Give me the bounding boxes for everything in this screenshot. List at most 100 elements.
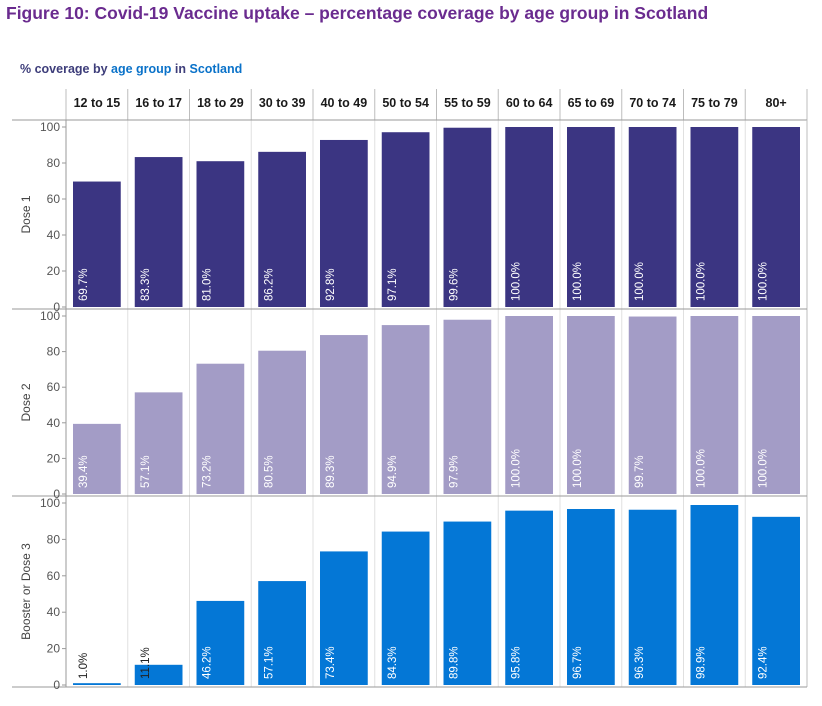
category-header-70-to-74: 70 to 74 bbox=[629, 96, 676, 110]
data-label-dose-1-70-to-74: 100.0% bbox=[634, 262, 646, 301]
data-label-booster-or-dose-3-12-to-15: 1.0% bbox=[78, 653, 90, 679]
y-tick-label: 100 bbox=[40, 309, 60, 323]
y-tick-label: 0 bbox=[53, 678, 60, 692]
bar-dose-1-18-to-29 bbox=[196, 161, 245, 307]
category-header-40-to-49: 40 to 49 bbox=[321, 96, 368, 110]
data-label-booster-or-dose-3-75-to-79: 98.9% bbox=[696, 646, 708, 679]
data-label-dose-1-80: 100.0% bbox=[757, 262, 769, 301]
bar-dose-1-80 bbox=[752, 127, 800, 307]
series-label-booster-or-dose-3: Booster or Dose 3 bbox=[19, 543, 33, 640]
subtitle-prefix: % coverage by bbox=[20, 62, 112, 76]
data-label-booster-or-dose-3-70-to-74: 96.3% bbox=[634, 646, 646, 679]
data-label-dose-2-50-to-54: 94.9% bbox=[387, 455, 399, 488]
data-label-booster-or-dose-3-30-to-39: 57.1% bbox=[263, 646, 275, 679]
subtitle-age-group: age group bbox=[111, 62, 172, 76]
data-label-dose-2-12-to-15: 39.4% bbox=[78, 455, 90, 488]
bar-dose-1-55-to-59 bbox=[443, 127, 492, 307]
data-label-booster-or-dose-3-16-to-17: 11.1% bbox=[140, 647, 152, 679]
bar-dose-1-30-to-39 bbox=[258, 151, 306, 307]
bar-dose-2-80 bbox=[752, 316, 800, 494]
data-label-dose-1-75-to-79: 100.0% bbox=[696, 262, 708, 301]
data-label-dose-2-40-to-49: 89.3% bbox=[325, 455, 337, 488]
bar-booster-or-dose-3-70-to-74 bbox=[628, 509, 677, 685]
data-label-dose-1-40-to-49: 92.8% bbox=[325, 268, 337, 301]
y-tick-label: 0 bbox=[53, 300, 60, 314]
chart-subtitle: % coverage by age group in Scotland bbox=[20, 62, 242, 76]
y-tick-label: 20 bbox=[47, 264, 61, 278]
bar-dose-1-50-to-54 bbox=[381, 132, 430, 307]
category-header-16-to-17: 16 to 17 bbox=[135, 96, 182, 110]
bar-dose-2-16-to-17 bbox=[134, 392, 183, 494]
bar-dose-1-60-to-64 bbox=[505, 127, 553, 307]
category-header-50-to-54: 50 to 54 bbox=[382, 96, 429, 110]
bar-booster-or-dose-3-18-to-29 bbox=[196, 600, 245, 685]
data-label-booster-or-dose-3-60-to-64: 95.8% bbox=[510, 646, 522, 679]
bar-booster-or-dose-3-40-to-49 bbox=[320, 551, 368, 685]
series-label-dose-1: Dose 1 bbox=[19, 195, 33, 233]
y-tick-label: 40 bbox=[47, 228, 61, 242]
bar-dose-2-30-to-39 bbox=[258, 350, 306, 494]
bar-booster-or-dose-3-65-to-69 bbox=[567, 509, 615, 685]
data-label-dose-1-50-to-54: 97.1% bbox=[387, 268, 399, 301]
y-tick-label: 60 bbox=[47, 192, 61, 206]
bar-dose-2-40-to-49 bbox=[320, 335, 368, 494]
y-tick-label: 0 bbox=[53, 487, 60, 501]
bar-booster-or-dose-3-50-to-54 bbox=[381, 531, 430, 685]
data-label-dose-2-30-to-39: 80.5% bbox=[263, 455, 275, 488]
data-label-dose-1-18-to-29: 81.0% bbox=[202, 268, 214, 301]
data-label-booster-or-dose-3-55-to-59: 89.8% bbox=[449, 646, 461, 679]
data-label-dose-1-12-to-15: 69.7% bbox=[78, 268, 90, 301]
category-header-60-to-64: 60 to 64 bbox=[506, 96, 553, 110]
bar-dose-1-70-to-74 bbox=[628, 127, 677, 307]
bar-booster-or-dose-3-16-to-17 bbox=[134, 664, 183, 685]
data-label-booster-or-dose-3-65-to-69: 96.7% bbox=[572, 646, 584, 679]
bar-dose-1-40-to-49 bbox=[320, 139, 368, 307]
y-tick-label: 40 bbox=[47, 605, 61, 619]
bar-dose-2-18-to-29 bbox=[196, 363, 245, 494]
data-label-dose-2-16-to-17: 57.1% bbox=[140, 455, 152, 488]
series-label-dose-2: Dose 2 bbox=[19, 383, 33, 421]
category-header-30-to-39: 30 to 39 bbox=[259, 96, 306, 110]
data-label-dose-2-60-to-64: 100.0% bbox=[510, 449, 522, 488]
category-header-80: 80+ bbox=[766, 96, 787, 110]
y-tick-label: 40 bbox=[47, 416, 61, 430]
y-tick-label: 60 bbox=[47, 380, 61, 394]
data-label-dose-1-65-to-69: 100.0% bbox=[572, 262, 584, 301]
bar-dose-2-70-to-74 bbox=[628, 316, 677, 494]
y-tick-label: 80 bbox=[47, 156, 61, 170]
y-tick-label: 100 bbox=[40, 120, 60, 134]
bar-booster-or-dose-3-75-to-79 bbox=[690, 505, 739, 685]
bar-dose-2-60-to-64 bbox=[505, 316, 553, 494]
data-label-booster-or-dose-3-50-to-54: 84.3% bbox=[387, 646, 399, 679]
y-tick-label: 60 bbox=[47, 569, 61, 583]
bar-dose-1-16-to-17 bbox=[134, 157, 183, 307]
data-label-dose-2-70-to-74: 99.7% bbox=[634, 455, 646, 488]
data-label-dose-1-30-to-39: 86.2% bbox=[263, 268, 275, 301]
data-label-booster-or-dose-3-80: 92.4% bbox=[757, 646, 769, 679]
bar-booster-or-dose-3-55-to-59 bbox=[443, 521, 492, 685]
category-header-75-to-79: 75 to 79 bbox=[691, 96, 738, 110]
data-label-dose-1-16-to-17: 83.3% bbox=[140, 268, 152, 301]
bar-dose-2-50-to-54 bbox=[381, 325, 430, 494]
y-tick-label: 100 bbox=[40, 496, 60, 510]
data-label-dose-2-80: 100.0% bbox=[757, 449, 769, 488]
data-label-dose-2-18-to-29: 73.2% bbox=[202, 455, 214, 488]
bar-dose-1-65-to-69 bbox=[567, 127, 615, 307]
category-header-65-to-69: 65 to 69 bbox=[568, 96, 615, 110]
bar-booster-or-dose-3-60-to-64 bbox=[505, 510, 553, 685]
data-label-booster-or-dose-3-40-to-49: 73.4% bbox=[325, 646, 337, 679]
bar-dose-2-65-to-69 bbox=[567, 316, 615, 494]
category-header-55-to-59: 55 to 59 bbox=[444, 96, 491, 110]
data-label-dose-2-65-to-69: 100.0% bbox=[572, 449, 584, 488]
bar-dose-1-12-to-15 bbox=[73, 181, 121, 307]
data-label-dose-1-55-to-59: 99.6% bbox=[449, 268, 461, 301]
data-label-booster-or-dose-3-18-to-29: 46.2% bbox=[202, 646, 214, 679]
subtitle-in: in bbox=[171, 62, 190, 76]
y-tick-label: 20 bbox=[47, 451, 61, 465]
bar-booster-or-dose-3-80 bbox=[752, 516, 800, 685]
subtitle-scotland: Scotland bbox=[189, 62, 243, 76]
y-tick-label: 80 bbox=[47, 345, 61, 359]
category-header-18-to-29: 18 to 29 bbox=[197, 96, 244, 110]
y-tick-label: 20 bbox=[47, 642, 61, 656]
